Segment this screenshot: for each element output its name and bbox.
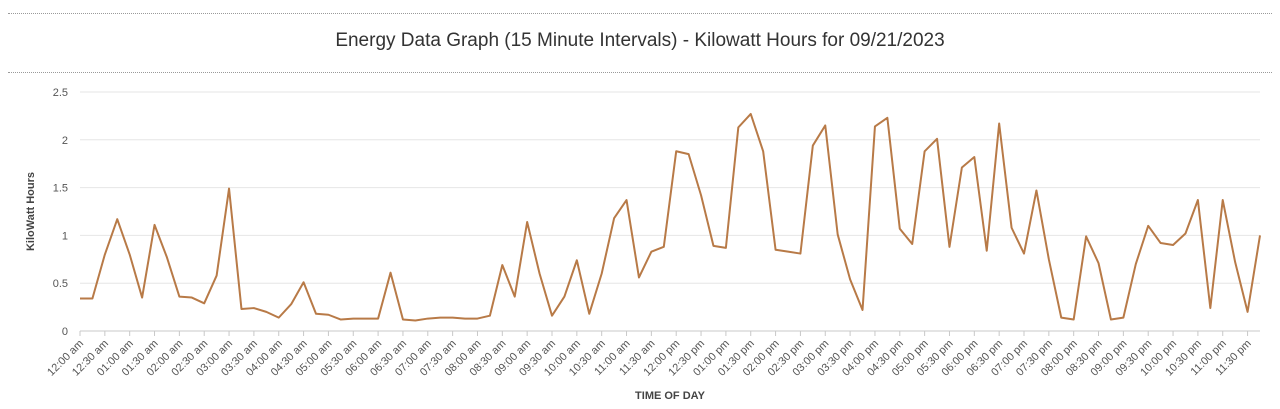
y-tick-label: 0.5 xyxy=(53,278,68,290)
top-divider xyxy=(8,13,1272,14)
y-axis-ticks: 0 0.5 1 1.5 2 2.5 xyxy=(53,87,68,338)
y-tick-label: 1.5 xyxy=(53,183,68,195)
y-tick-label: 2 xyxy=(62,135,68,147)
series-line-kwh xyxy=(80,112,1261,322)
gridlines xyxy=(80,91,1260,284)
y-tick-label: 1 xyxy=(62,230,68,242)
x-axis-label: TIME OF DAY xyxy=(635,390,706,402)
y-tick-label: 0 xyxy=(62,326,68,338)
y-tick-label: 2.5 xyxy=(53,87,68,99)
title-divider xyxy=(8,72,1272,73)
y-axis-label: KiloWatt Hours xyxy=(25,172,37,251)
chart-title: Energy Data Graph (15 Minute Intervals) … xyxy=(335,30,945,51)
